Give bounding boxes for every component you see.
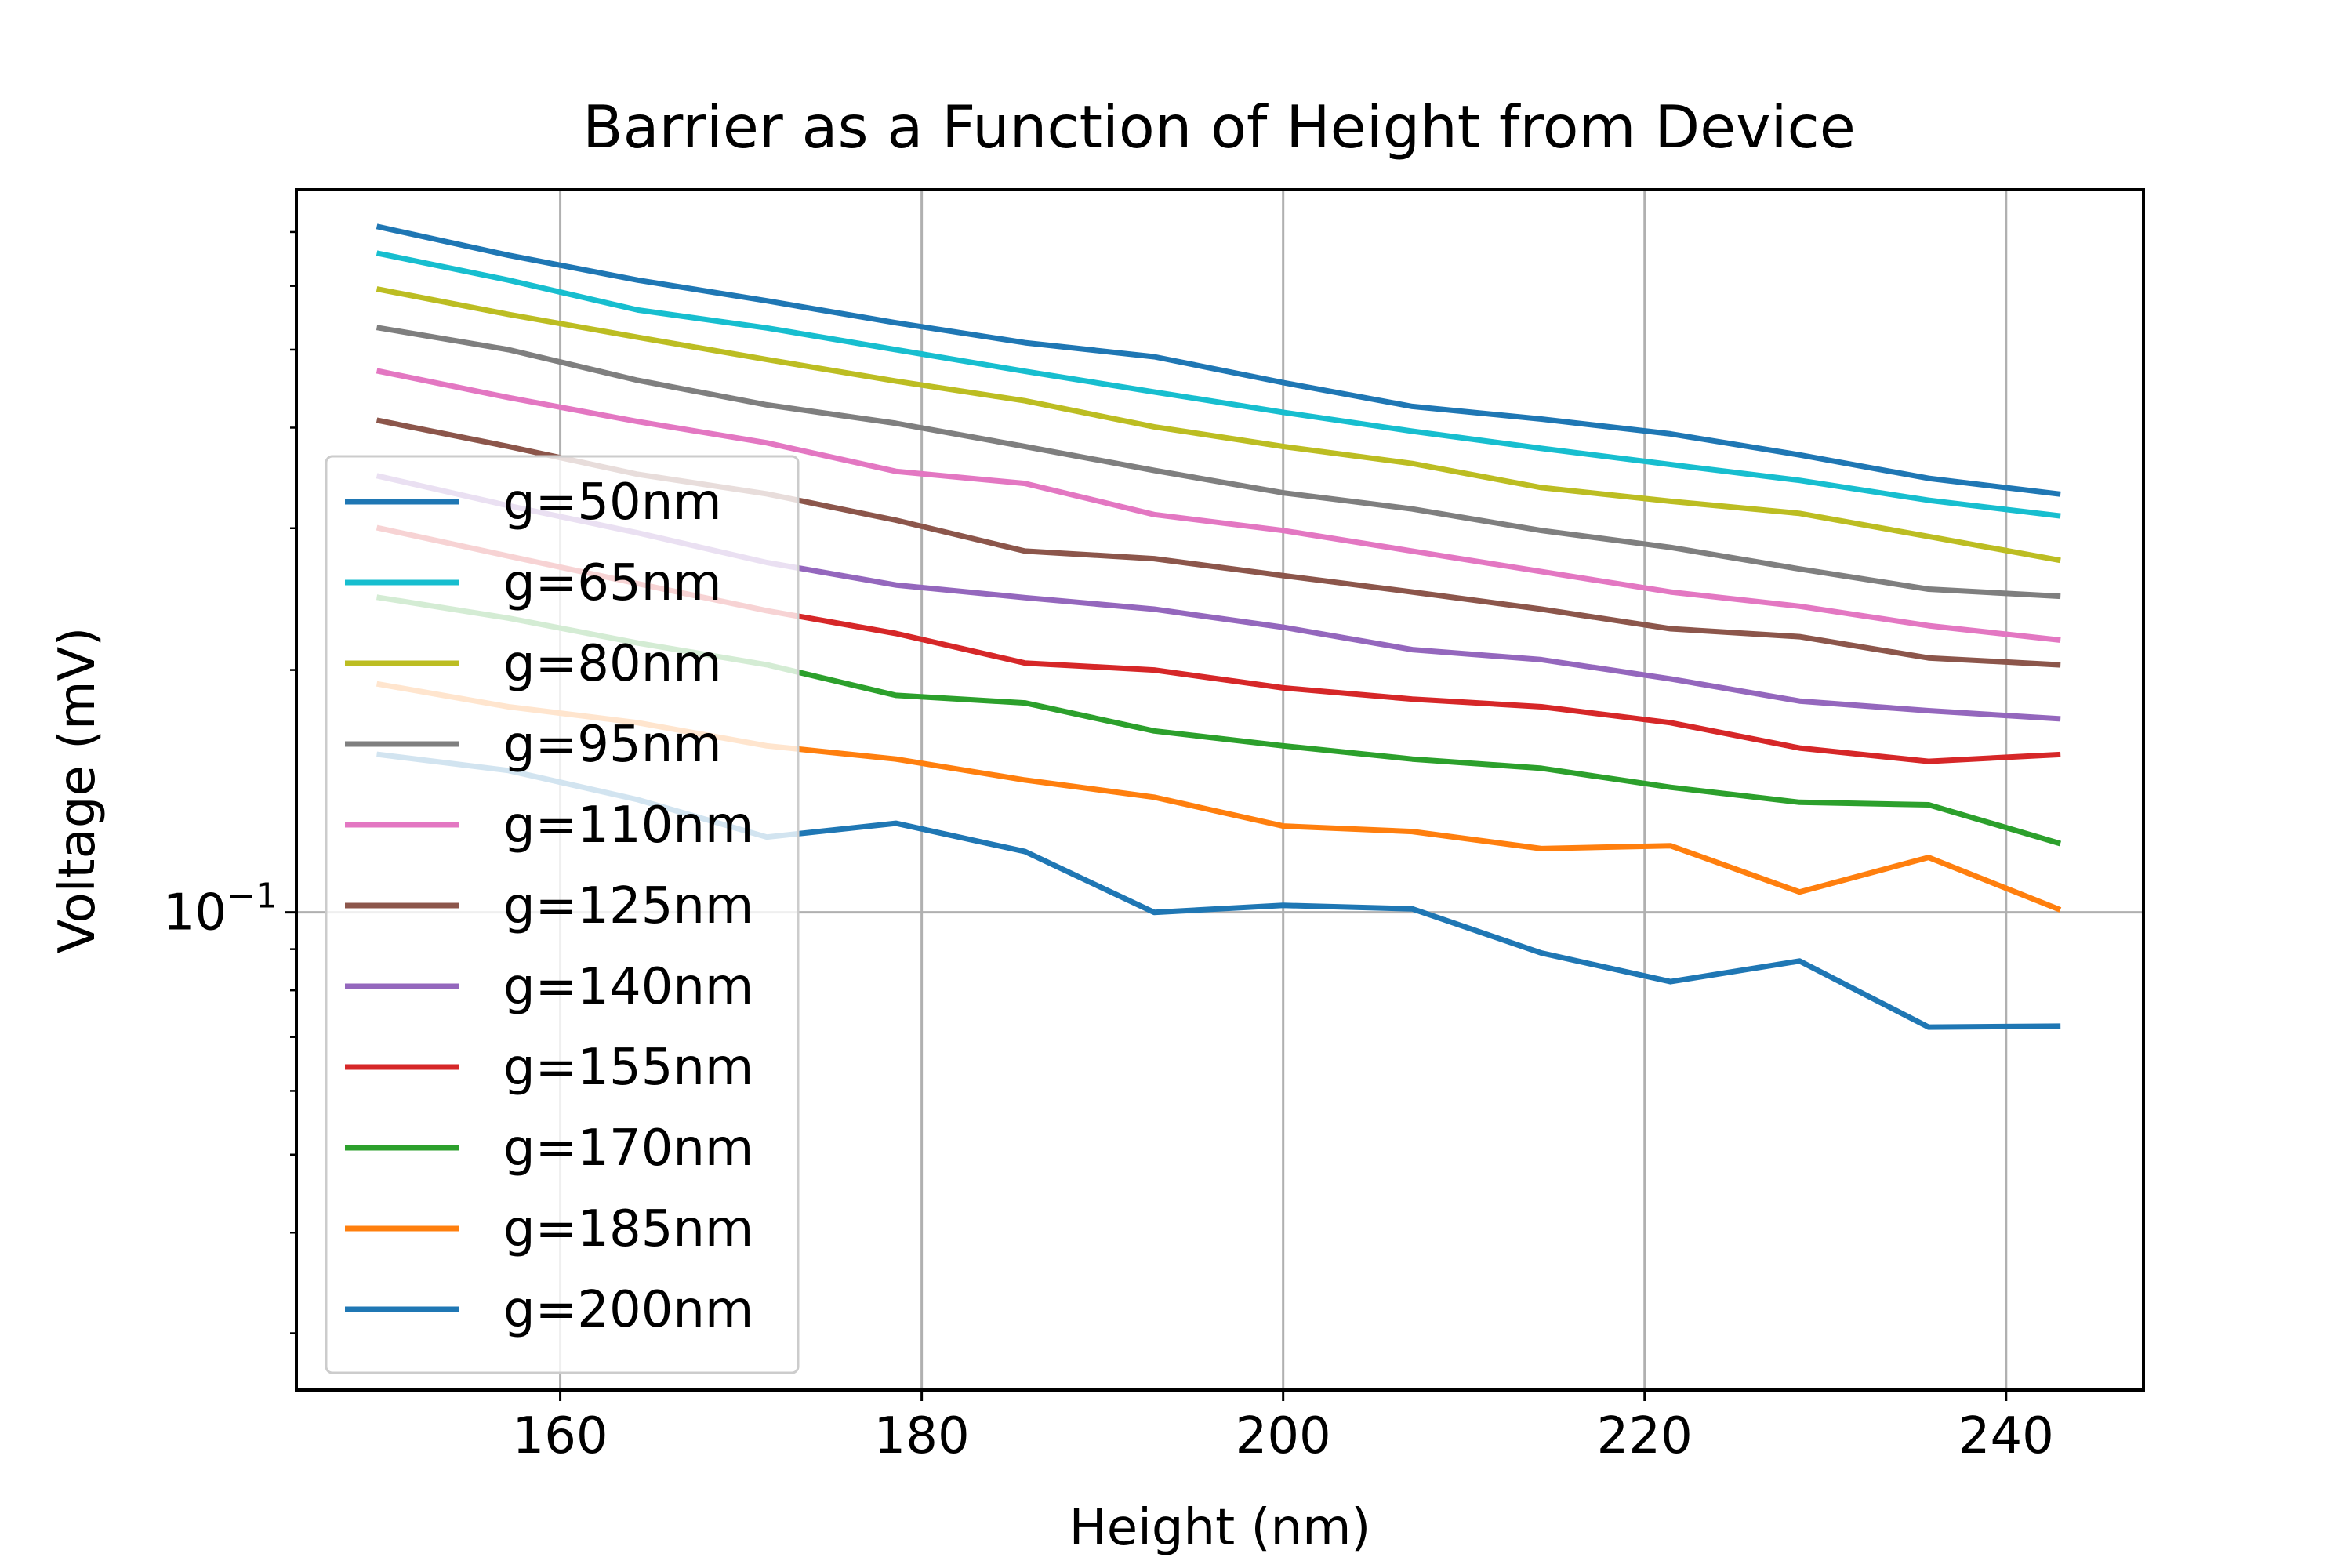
grid-lines (296, 190, 2143, 1390)
legend-label: g=50nm (503, 474, 722, 532)
legend-label: g=125nm (503, 877, 753, 935)
chart-title: Barrier as a Function of Height from Dev… (583, 93, 1856, 162)
x-tick-label: 220 (1597, 1407, 1693, 1465)
series-line-g-50nm (376, 223, 2061, 497)
series-line-g-65nm (376, 250, 2061, 519)
series-line-g-95nm (376, 325, 2061, 600)
x-tick-label: 160 (512, 1407, 608, 1465)
legend-box (325, 455, 800, 1374)
legend-label: g=200nm (503, 1281, 753, 1339)
legend-label: g=95nm (503, 716, 722, 774)
series-line-g-110nm (376, 368, 2061, 643)
x-tick-label: 240 (1958, 1407, 2054, 1465)
y-tick-label: 10−1 (163, 877, 278, 942)
legend-label: g=170nm (503, 1120, 753, 1178)
tick-labels: 160 180 200 220 240 10−1 (163, 877, 2054, 1465)
legend-label: g=65nm (503, 554, 722, 612)
legend-label: g=80nm (503, 635, 722, 693)
legend-label: g=110nm (503, 797, 753, 855)
legend-label: g=185nm (503, 1200, 753, 1258)
x-tick-label: 200 (1236, 1407, 1331, 1465)
y-axis-label: Voltage (mV) (49, 627, 107, 953)
legend: g=50nm g=65nm g=80nm g=95nm g=110nm g=125nm g=… (325, 455, 800, 1374)
x-tick-label: 180 (874, 1407, 970, 1465)
legend-label: g=155nm (503, 1039, 753, 1097)
legend-label: g=140nm (503, 958, 753, 1016)
x-axis-label: Height (nm) (1069, 1499, 1371, 1557)
series-line-g-80nm (376, 286, 2061, 564)
plot-frame (295, 188, 2145, 1392)
axis-ticks (285, 230, 2008, 1401)
